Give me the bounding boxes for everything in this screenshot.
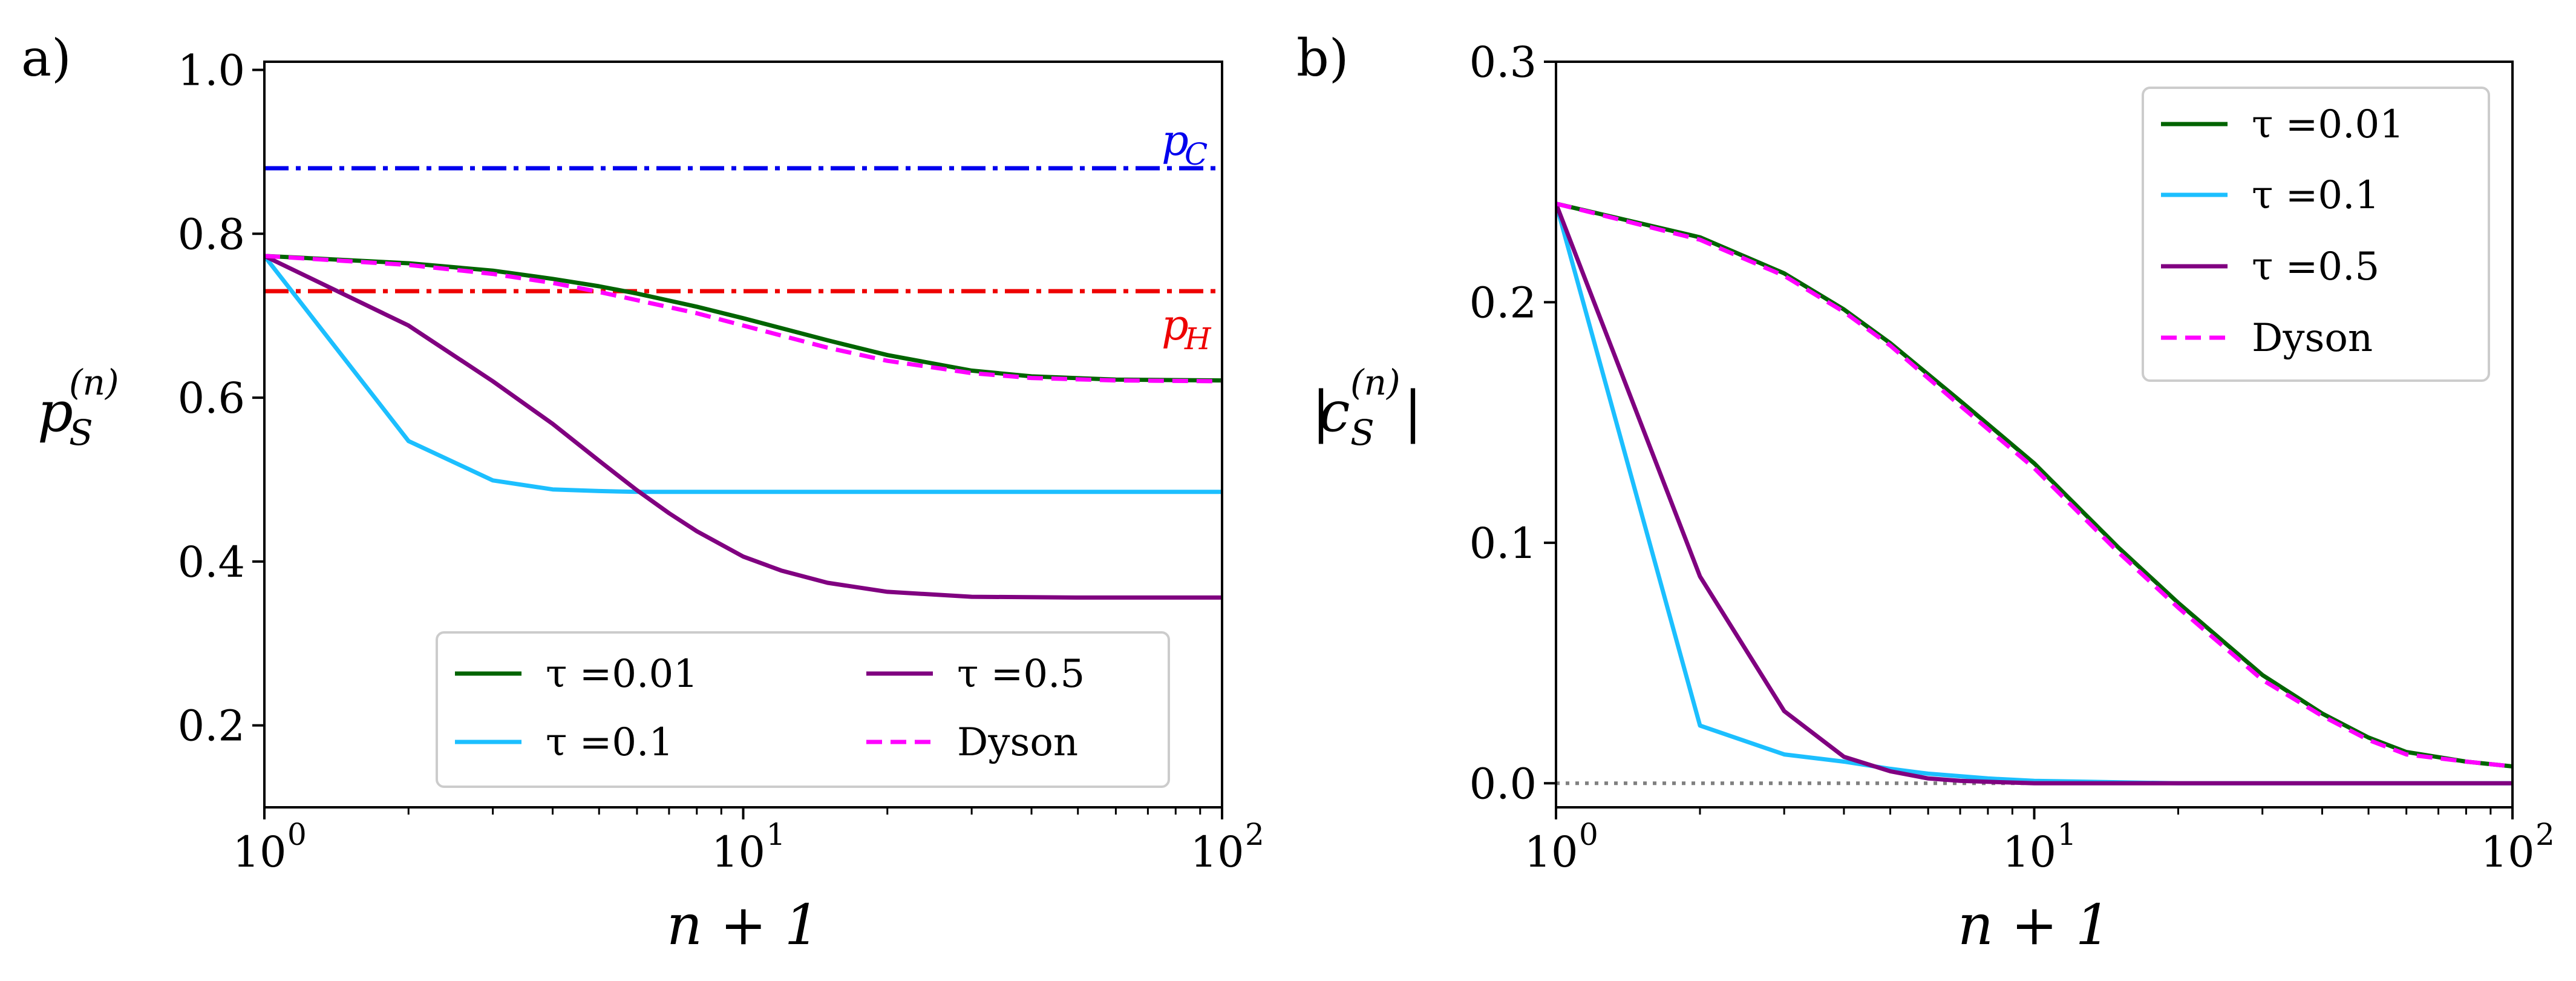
x-tick-base: 10 [2480,827,2534,877]
plot-area [1556,202,2512,786]
panel-label: a) [21,28,71,88]
legend-entry: τ =0.01 [455,652,698,697]
series-line-tau-0-1 [264,254,1222,494]
legend-label: τ =0.5 [957,652,1085,697]
x-tick-exp: 2 [2535,817,2555,852]
legend-box [2142,87,2490,382]
reference-label-pc: pC [1162,116,1208,172]
legend-label: τ =0.01 [2252,102,2404,147]
series-line-tau-0-5 [264,254,1222,600]
x-tick-exp: 1 [767,817,786,852]
series-line-dyson [1556,202,2512,769]
legend-entry: Dyson [866,720,1078,765]
y-tick-label: 0.8 [178,209,245,259]
x-tick-label: 10 0 [232,817,306,877]
legend-box [436,631,1170,788]
panel-b: b)10 0 10 1 10 20.00.10.20.3n + 1|c (n)S |τ =0.… [1296,28,2555,957]
x-tick-base: 10 [2002,827,2056,877]
x-tick-exp: 0 [287,817,307,852]
legend-label: Dyson [957,720,1078,765]
x-axis-label: n + 1 [1958,893,2111,957]
legend-label: τ =0.01 [546,652,698,697]
x-axis-label: n + 1 [667,893,820,957]
x-tick-base: 10 [1524,827,1578,877]
y-tick-label: 1.0 [178,46,245,96]
y-tick-label: 0.2 [178,701,245,751]
x-tick-label: 10 2 [2480,817,2554,877]
y-label-sup: (n) [69,362,119,403]
legend-label: τ =0.1 [2252,173,2379,218]
series-line-dyson [264,254,1222,384]
series-line-tau-0-01 [264,254,1222,383]
legend-label: τ =0.5 [2252,244,2379,289]
reference-label-ph: pH [1162,300,1212,356]
x-tick-label: 10 0 [1524,817,1598,877]
legend-entry: Dyson [2161,316,2373,361]
x-tick-label: 10 1 [711,817,785,877]
legend-entry: τ =0.5 [866,652,1085,697]
y-label-base: p [38,379,73,444]
reference-label-base: p [1162,300,1189,350]
y-tick-label: 0.6 [178,373,245,423]
legend-entry: τ =0.1 [2161,173,2379,218]
abs-bar-left: | [1312,379,1330,444]
reference-label-base: p [1162,116,1189,165]
x-axis: 10 0 10 1 10 2 [232,807,1264,877]
x-tick-label: 10 1 [2002,817,2076,877]
y-tick-label: 0.0 [1469,759,1537,809]
legend-entry: τ =0.01 [2161,102,2404,147]
legend: τ =0.01 τ =0.1 τ =0.5 Dyson [436,631,1170,788]
reference-label-sub: H [1184,321,1212,356]
legend-entry: τ =0.5 [2161,244,2379,289]
x-tick-base: 10 [1190,827,1244,877]
abs-bar-right: | [1404,379,1422,444]
y-tick-label: 0.3 [1469,38,1537,87]
y-label-sub: S [1350,412,1375,453]
x-tick-base: 10 [232,827,286,877]
y-label-sup: (n) [1350,362,1401,403]
plot-area [264,166,1222,600]
legend-label: τ =0.1 [546,720,673,765]
x-tick-exp: 2 [1245,817,1264,852]
series-line-tau-0-01 [1556,202,2512,769]
x-tick-label: 10 2 [1190,817,1264,877]
x-axis: 10 0 10 1 10 2 [1524,807,2555,877]
x-tick-exp: 0 [1579,817,1598,852]
y-axis: 0.2 0.4 0.6 0.8 1.0 [178,46,264,751]
y-label-base: c [1319,379,1350,444]
reference-label-sub: C [1185,137,1208,172]
y-axis: 0.0 0.1 0.2 0.3 [1469,38,1556,809]
y-label-sub: S [69,412,93,453]
y-tick-label: 0.1 [1469,519,1537,568]
panel-label: b) [1296,28,1349,88]
series-line-tau-0-5 [1556,203,2512,786]
x-tick-base: 10 [711,827,765,877]
legend-entry: τ =0.1 [455,720,673,765]
legend-label: Dyson [2252,316,2373,361]
y-tick-label: 0.4 [178,537,245,587]
legend: τ =0.01 τ =0.1 τ =0.5 Dyson [2142,87,2490,382]
y-tick-label: 0.2 [1469,278,1537,327]
y-axis-label: p(n) S [38,362,119,453]
y-axis-label: |c (n)S | [1312,362,1422,453]
x-tick-exp: 1 [2058,817,2077,852]
